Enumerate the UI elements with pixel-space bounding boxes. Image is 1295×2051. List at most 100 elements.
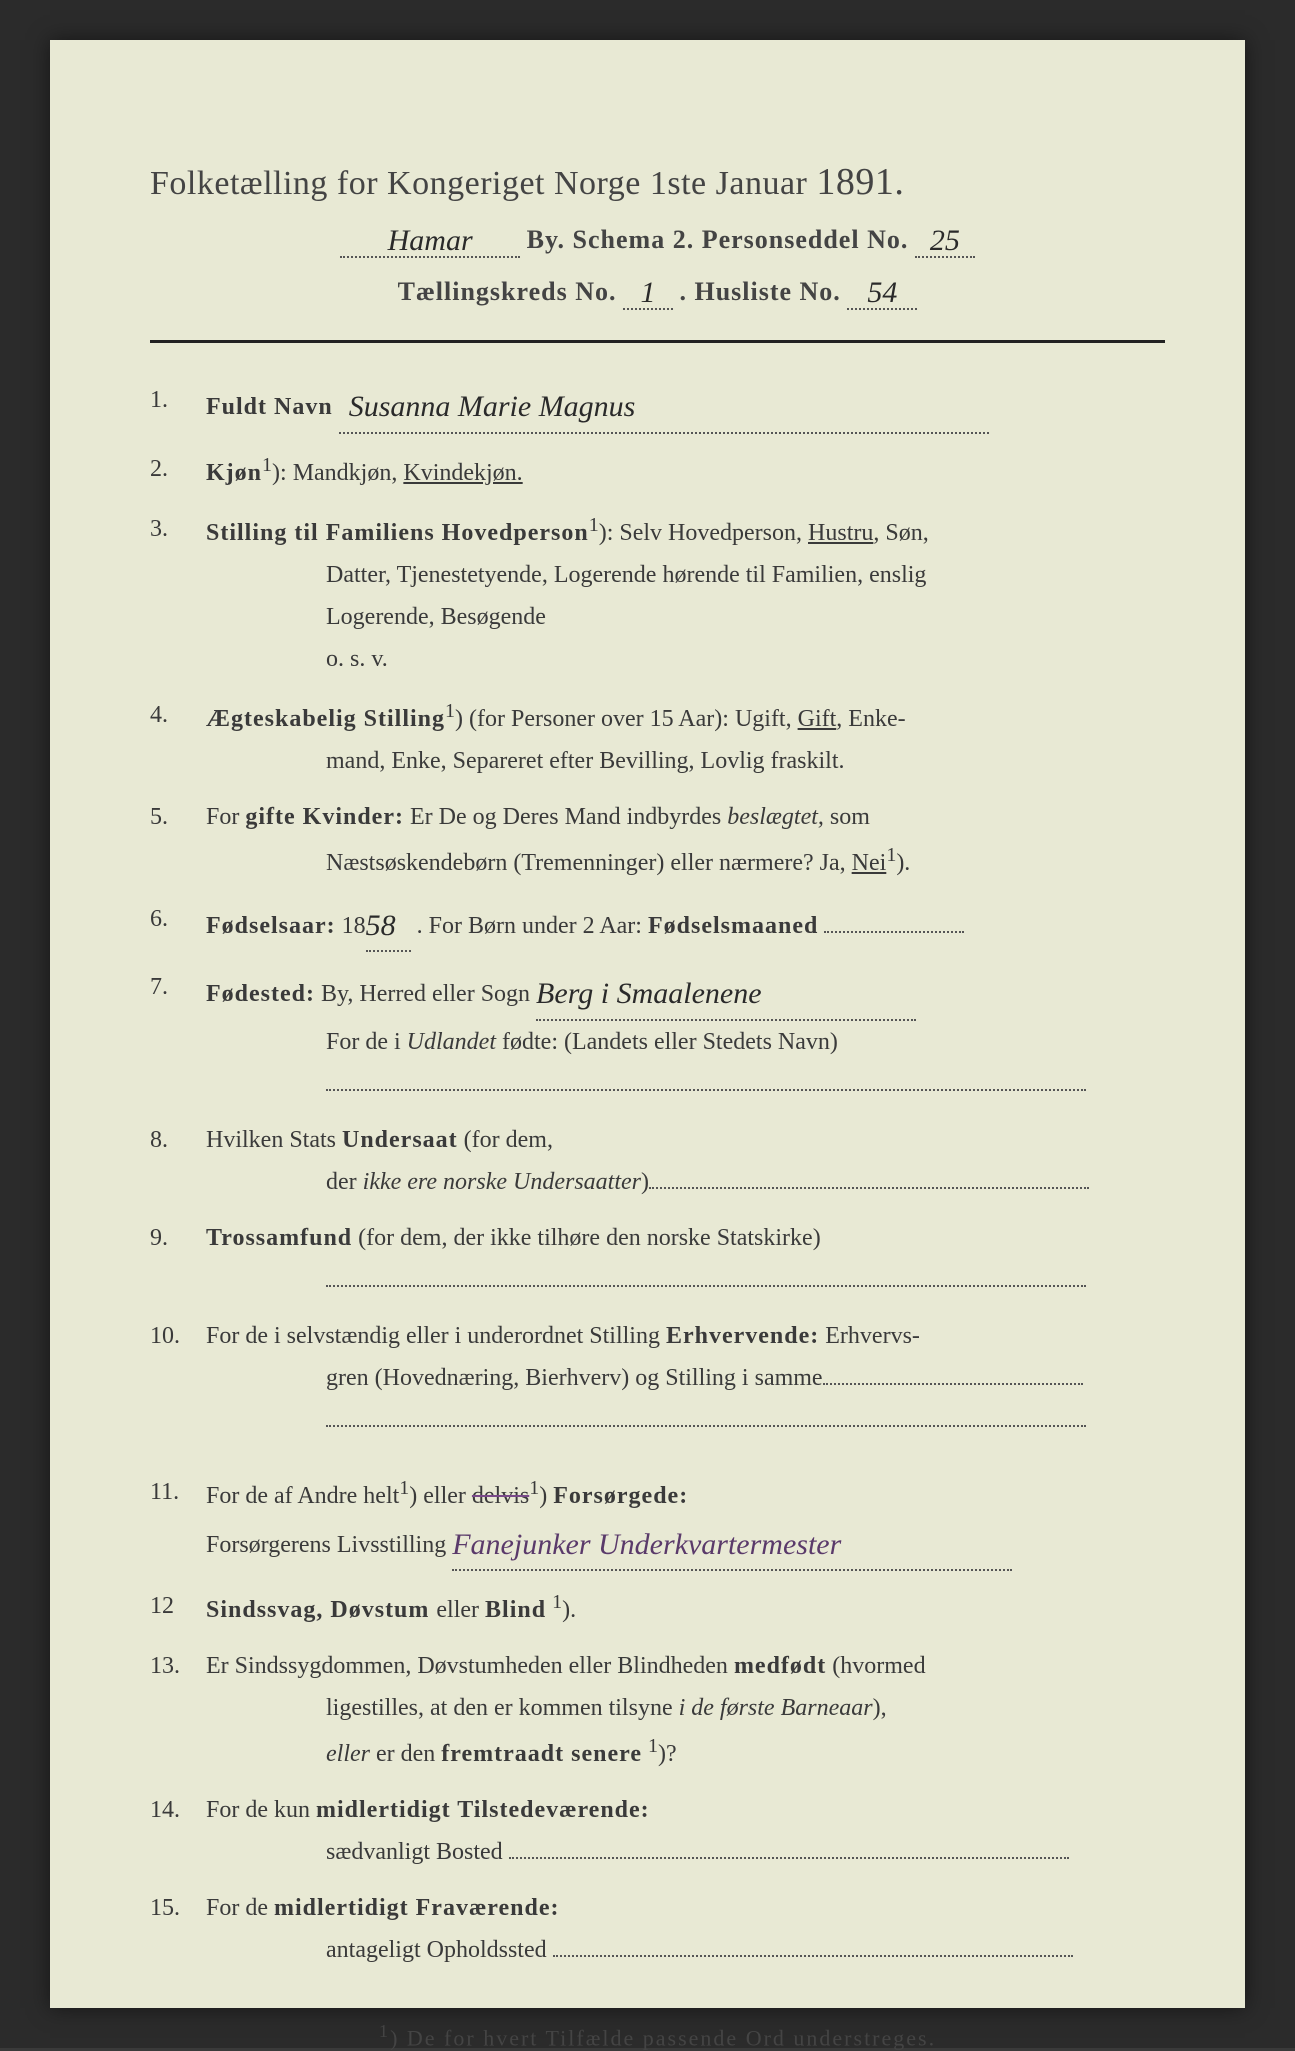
field-label: Undersaat: [342, 1127, 458, 1153]
item-num: 10.: [150, 1315, 206, 1441]
item-12: 12 Sindssvag, Døvstum eller Blind 1).: [150, 1585, 1165, 1631]
text: Hvilken Stats: [206, 1127, 342, 1153]
related-selected: Nei: [852, 850, 887, 876]
field-label: midlertidigt Tilstedeværende:: [316, 1797, 650, 1823]
text: ligestilles, at den er kommen tilsyne: [326, 1695, 679, 1721]
kreds-label: Tællingskreds No.: [398, 277, 617, 306]
item-num: 5.: [150, 796, 206, 884]
title-text: Folketælling for Kongeriget Norge 1ste J…: [150, 165, 816, 202]
year-prefix: 18: [342, 913, 366, 939]
text: Forsørgerens Livsstilling: [206, 1532, 452, 1558]
birthplace-value: Berg i Smaalenene: [536, 977, 761, 1010]
footnote-ref: 1: [529, 1477, 539, 1499]
text: ): [641, 1169, 649, 1195]
field-label: medfødt: [734, 1653, 826, 1679]
text: der: [326, 1169, 363, 1195]
text-italic: eller: [326, 1741, 370, 1767]
city-value: Hamar: [388, 224, 473, 257]
footnote-ref: 1: [445, 700, 455, 722]
text: For de kun: [206, 1797, 316, 1823]
item-9: 9. Trossamfund (for dem, der ikke tilhør…: [150, 1217, 1165, 1301]
subheader-line-2: Tællingskreds No. 1 . Husliste No. 54: [150, 274, 1165, 310]
field-label: midlertidigt Fraværende:: [274, 1895, 560, 1921]
text: Næstsøskendebørn (Tremenninger) eller næ…: [326, 850, 852, 876]
item-11: 11. For de af Andre helt1) eller delvis1…: [150, 1471, 1165, 1572]
footnote-marker: 1: [379, 2021, 390, 2041]
text: )?: [658, 1741, 677, 1767]
sex-option-male: Mandkjøn,: [293, 460, 398, 486]
item-8: 8. Hvilken Stats Undersaat (for dem, der…: [150, 1119, 1165, 1203]
text: ): [539, 1483, 547, 1509]
item-14: 14. For de kun midlertidigt Tilstedevære…: [150, 1789, 1165, 1873]
item-10: 10. For de i selvstændig eller i underor…: [150, 1315, 1165, 1441]
birth-year: 58: [366, 909, 396, 942]
field-label: fremtraadt senere: [441, 1741, 642, 1767]
subheader-line-1: Hamar By. Schema 2. Personseddel No. 25: [150, 222, 1165, 258]
text: (hvormed: [826, 1653, 925, 1679]
text: o. s. v.: [206, 638, 1165, 680]
field-label: Fuldt Navn: [206, 394, 333, 420]
field-label: Sindssvag, Døvstum: [206, 1597, 436, 1623]
header-rule: [150, 340, 1165, 343]
text: By, Herred eller Sogn: [321, 981, 536, 1007]
schema-label: By. Schema 2. Personseddel No.: [527, 225, 909, 254]
sex-option-female: Kvindekjøn.: [403, 460, 522, 486]
item-1: 1. Fuldt Navn Susanna Marie Magnus: [150, 379, 1165, 434]
text: sædvanligt Bosted: [326, 1839, 503, 1865]
form-items: 1. Fuldt Navn Susanna Marie Magnus 2. Kj…: [150, 379, 1165, 1971]
field-label: Fødselsaar:: [206, 913, 336, 939]
text: Datter, Tjenestetyende, Logerende hørend…: [206, 554, 1165, 596]
scan-background: Folketælling for Kongeriget Norge 1ste J…: [0, 0, 1295, 2048]
text: (for dem,: [458, 1127, 553, 1153]
field-label: Erhvervende:: [666, 1323, 819, 1349]
title-line: Folketælling for Kongeriget Norge 1ste J…: [150, 160, 1165, 204]
form-header: Folketælling for Kongeriget Norge 1ste J…: [150, 160, 1165, 310]
footnote-ref: 1: [552, 1591, 562, 1613]
item-7: 7. Fødested: By, Herred eller Sogn Berg …: [150, 966, 1165, 1105]
text: ),: [873, 1695, 887, 1721]
text: For de i: [326, 1029, 407, 1055]
text: fødte: (Landets eller Stedets Navn): [496, 1029, 838, 1055]
personseddel-no: 25: [930, 224, 960, 257]
text: ) eller: [409, 1483, 472, 1509]
footnote-ref: 1: [262, 454, 272, 476]
item-num: 4.: [150, 694, 206, 782]
item-num: 2.: [150, 448, 206, 494]
text: For de af Andre helt: [206, 1483, 399, 1509]
item-num: 1.: [150, 379, 206, 434]
field-label: Ægteskabelig Stilling: [206, 706, 445, 732]
item-num: 9.: [150, 1217, 206, 1301]
item-num: 12: [150, 1585, 206, 1631]
item-num: 3.: [150, 508, 206, 680]
census-form-page: Folketælling for Kongeriget Norge 1ste J…: [50, 40, 1245, 2008]
field-label: Blind: [485, 1597, 546, 1623]
item-2: 2. Kjøn1): Mandkjøn, Kvindekjøn.: [150, 448, 1165, 494]
text: som: [824, 804, 870, 830]
text: Selv Hovedperson,: [619, 520, 808, 546]
field-label: Kjøn: [206, 460, 262, 486]
field-label: Forsørgede:: [553, 1483, 688, 1509]
footnote-ref: 1: [648, 1735, 658, 1757]
item-num: 13.: [150, 1645, 206, 1775]
text: ).: [562, 1597, 576, 1623]
footnote: 1) De for hvert Tilfælde passende Ord un…: [150, 2021, 1165, 2051]
item-13: 13. Er Sindssygdommen, Døvstumheden elle…: [150, 1645, 1165, 1775]
field-label: gifte Kvinder:: [245, 804, 404, 830]
text: Er De og Deres Mand indbyrdes: [410, 804, 727, 830]
text: (for dem, der ikke tilhøre den norske St…: [358, 1225, 821, 1251]
field-label: Fødested:: [206, 981, 315, 1007]
text: Er Sindssygdommen, Døvstumheden eller Bl…: [206, 1653, 734, 1679]
field-label: Fødselsmaaned: [648, 913, 818, 939]
text: gren (Hovednæring, Bierhverv) og Stillin…: [326, 1365, 823, 1391]
relation-selected: Hustru: [808, 520, 873, 546]
footnote-ref: 1: [399, 1477, 409, 1499]
footnote-ref: 1: [589, 514, 599, 536]
item-15: 15. For de midlertidigt Fraværende: anta…: [150, 1887, 1165, 1971]
text: For de: [206, 1895, 274, 1921]
text: er den: [370, 1741, 441, 1767]
text: antageligt Opholdssted: [326, 1937, 547, 1963]
item-num: 6.: [150, 898, 206, 953]
text: . For Børn under 2 Aar:: [417, 913, 648, 939]
title-year: 1891.: [816, 161, 904, 203]
field-label: Trossamfund: [206, 1225, 352, 1251]
